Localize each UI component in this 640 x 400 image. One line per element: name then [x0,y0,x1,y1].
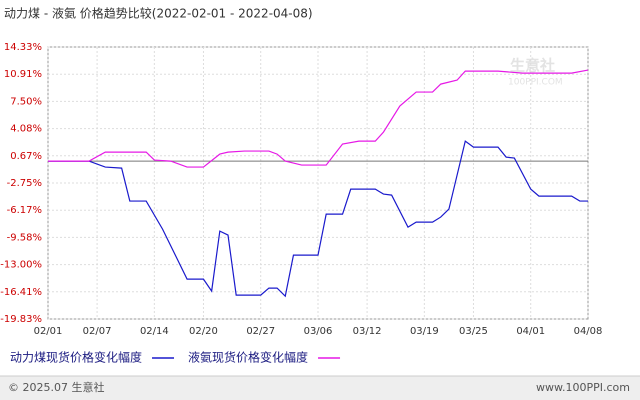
y-tick-label: 10.91% [4,69,42,80]
y-tick-label: -19.83% [0,314,42,325]
x-tick-label: 02/27 [246,326,275,337]
y-tick-label: -16.41% [0,287,42,298]
x-tick-label: 04/01 [516,326,545,337]
y-tick-label: 4.08% [10,124,42,135]
chart-title: 动力煤 - 液氨 价格趋势比较(2022-02-01 - 2022-04-08) [4,6,313,21]
x-tick-label: 03/19 [410,326,439,337]
footer-band [0,376,640,400]
x-tick-label: 03/12 [353,326,382,337]
x-tick-label: 02/07 [83,326,112,337]
footer-left: © 2025.07 生意社 [8,380,104,394]
y-tick-label: -2.75% [7,178,42,189]
y-tick-label: 14.33% [4,42,42,53]
series-line [48,69,589,168]
y-tick-label: -13.00% [0,260,42,271]
watermark: 100PPI.COM [508,78,563,88]
footer-right: www.100PPI.com [536,381,630,394]
y-tick-label: 7.50% [10,96,42,107]
x-tick-label: 03/25 [459,326,488,337]
y-tick-label: 0.67% [10,151,42,162]
x-tick-label: 02/20 [189,326,218,337]
x-tick-label: 03/06 [304,326,333,337]
x-tick-label: 02/14 [140,326,169,337]
y-tick-label: -9.58% [7,232,42,243]
watermark: 生意社 [510,57,555,75]
x-tick-label: 04/08 [574,326,603,337]
x-tick-label: 02/01 [34,326,63,337]
series-line [48,140,588,298]
legend-label: 动力煤现货价格变化幅度 [10,350,142,365]
legend-label: 液氨现货价格变化幅度 [188,350,308,365]
y-tick-label: -6.17% [7,205,42,216]
